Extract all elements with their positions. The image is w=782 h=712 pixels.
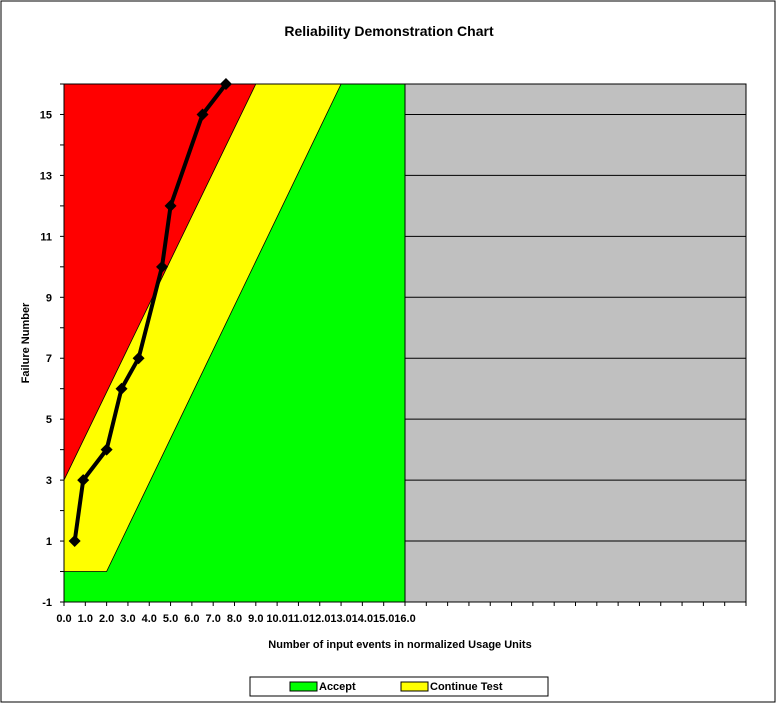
legend-swatch-continue-test [400, 681, 429, 692]
decision-regions [63, 83, 406, 603]
legend-label-continue-test: Continue Test [430, 681, 503, 693]
data-point [68, 535, 81, 548]
y-tick-label: 13 [40, 170, 52, 182]
data-point [77, 474, 90, 487]
x-tick-label: 6.0 [184, 613, 199, 625]
chart-title: Reliability Demonstration Chart [284, 23, 494, 39]
x-tick-label: 16.0 [394, 613, 415, 625]
x-tick-label: 0.0 [56, 613, 71, 625]
data-point [132, 352, 145, 365]
data-point [115, 382, 128, 395]
y-tick-label: 15 [40, 109, 52, 121]
legend-label-accept: Accept [319, 681, 356, 693]
data-point [219, 78, 232, 90]
x-tick-label: 11.0 [288, 613, 309, 625]
y-tick-label: 1 [46, 536, 52, 548]
x-tick-label: 14.0 [352, 613, 373, 625]
x-axis-label: Number of input events in normalized Usa… [268, 639, 531, 651]
x-tick-label: 8.0 [227, 613, 242, 625]
gridlines [405, 113, 746, 542]
legend-swatch-accept [289, 681, 318, 692]
x-tick-label: 1.0 [78, 613, 93, 625]
x-tick-label: 12.0 [309, 613, 330, 625]
data-point [164, 199, 177, 212]
y-tick-label: 7 [46, 353, 52, 365]
x-tick-label: 7.0 [206, 613, 221, 625]
x-tick-label: 2.0 [99, 613, 114, 625]
data-point [100, 443, 113, 456]
y-tick-label: -1 [42, 597, 52, 609]
x-tick-label: 9.0 [248, 613, 263, 625]
y-tick-label: 11 [40, 231, 52, 243]
x-tick-label: 3.0 [120, 613, 135, 625]
x-tick-label: 15.0 [373, 613, 394, 625]
x-tick-label: 5.0 [163, 613, 178, 625]
x-tick-label: 4.0 [142, 613, 157, 625]
continue-test-region [64, 84, 342, 602]
legend-box [249, 676, 549, 697]
x-tick-label: 13.0 [330, 613, 351, 625]
y-axis-label: Failure Number [20, 302, 32, 383]
data-point [196, 108, 209, 121]
y-tick-label: 5 [46, 414, 52, 426]
y-tick-label: 9 [46, 292, 52, 304]
series-layer [68, 78, 232, 548]
plot-area [63, 78, 747, 603]
legend: Accept Continue Test [249, 676, 549, 697]
accept-boundary-line [64, 83, 342, 572]
y-tick-label: 3 [46, 475, 52, 487]
data-point [156, 260, 169, 273]
x-tick-label: 10.0 [266, 613, 287, 625]
x-axis: 0.0 1.0 2.0 3.0 4.0 5.0 6.0 7.0 8.0 9.0 10.0 11.0 12… [56, 601, 747, 625]
